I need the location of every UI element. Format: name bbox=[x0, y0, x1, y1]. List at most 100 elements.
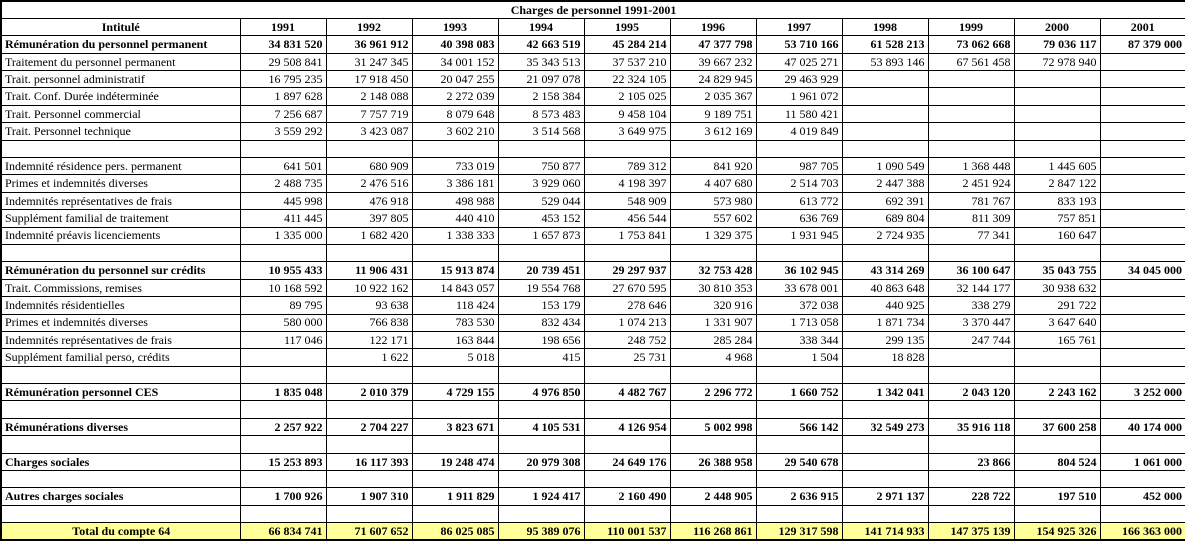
cell-value bbox=[1013, 504, 1101, 524]
row-label: Indemnités représentatives de frais bbox=[0, 330, 241, 350]
spacer-row bbox=[0, 504, 1185, 524]
cell-value: 320 916 bbox=[669, 296, 757, 315]
cell-value bbox=[927, 87, 1015, 106]
cell-value: 153 179 bbox=[497, 296, 585, 315]
cell-value bbox=[1013, 400, 1101, 419]
cell-value: 30 938 632 bbox=[1013, 278, 1101, 298]
spacer-row bbox=[0, 400, 1185, 419]
cell-value: 278 646 bbox=[583, 296, 671, 315]
cell-value: 338 344 bbox=[755, 330, 843, 350]
cell-value: 3 514 568 bbox=[497, 122, 585, 141]
cell-value: 3 423 087 bbox=[325, 122, 413, 141]
cell-value: 47 025 271 bbox=[755, 52, 843, 72]
cell-value bbox=[239, 348, 327, 367]
cell-value: 40 398 083 bbox=[411, 35, 499, 54]
row-label: Indemnité résidence pers. permanent bbox=[0, 157, 241, 176]
table-row: Indemnités représentatives de frais 117 0… bbox=[0, 330, 1185, 350]
cell-value: 440 925 bbox=[841, 296, 929, 315]
table-row: Supplément familial perso, crédits 1 622 5… bbox=[0, 348, 1185, 367]
cell-value bbox=[1013, 243, 1101, 263]
cell-value: 2 704 227 bbox=[325, 417, 413, 437]
cell-value bbox=[841, 452, 929, 472]
cell-value: 1 871 734 bbox=[841, 313, 929, 332]
cell-value bbox=[1013, 139, 1101, 159]
cell-value: 397 805 bbox=[325, 209, 413, 228]
cell-value bbox=[669, 400, 757, 419]
cell-value: 789 312 bbox=[583, 157, 671, 176]
cell-value: 2 257 922 bbox=[239, 417, 327, 437]
cell-value: 35 916 118 bbox=[927, 417, 1015, 437]
cell-value bbox=[755, 400, 843, 419]
cell-value: 7 757 719 bbox=[325, 104, 413, 124]
cell-value: 26 388 958 bbox=[669, 452, 757, 472]
cell-value: 71 607 652 bbox=[325, 522, 413, 541]
cell-value bbox=[669, 504, 757, 524]
cell-value: 841 920 bbox=[669, 157, 757, 176]
cell-value: 987 705 bbox=[755, 157, 843, 176]
row-label: Primes et indemnités diverses bbox=[0, 313, 241, 332]
cell-value: 11 580 421 bbox=[755, 104, 843, 124]
cell-value bbox=[927, 504, 1015, 524]
cell-value: 548 909 bbox=[583, 191, 671, 211]
cell-value bbox=[927, 348, 1015, 367]
cell-value: 456 544 bbox=[583, 209, 671, 228]
cell-value: 32 144 177 bbox=[927, 278, 1015, 298]
cell-value: 21 097 078 bbox=[497, 70, 585, 89]
cell-value: 580 000 bbox=[239, 313, 327, 332]
cell-value bbox=[841, 470, 929, 489]
cell-value: 2 035 367 bbox=[669, 87, 757, 106]
cell-value bbox=[1099, 104, 1185, 124]
cell-value: 2 296 772 bbox=[669, 383, 757, 402]
spacer-row bbox=[0, 435, 1185, 454]
row-label: Indemnité préavis licenciements bbox=[0, 226, 241, 245]
cell-value: 17 918 450 bbox=[325, 70, 413, 89]
row-label: Trait. Personnel technique bbox=[0, 122, 241, 141]
cell-value bbox=[325, 400, 413, 419]
cell-value: 118 424 bbox=[411, 296, 499, 315]
cell-value: 811 309 bbox=[927, 209, 1015, 228]
row-label bbox=[0, 435, 241, 454]
cell-value: 338 279 bbox=[927, 296, 1015, 315]
cell-value: 43 314 269 bbox=[841, 261, 929, 280]
cell-value: 247 744 bbox=[927, 330, 1015, 350]
cell-value: 117 046 bbox=[239, 330, 327, 350]
cell-value: 248 752 bbox=[583, 330, 671, 350]
cell-value: 16 117 393 bbox=[325, 452, 413, 472]
cell-value bbox=[669, 139, 757, 159]
spacer-row bbox=[0, 243, 1185, 263]
cell-value: 613 772 bbox=[755, 191, 843, 211]
cell-value: 35 343 513 bbox=[497, 52, 585, 72]
cell-value: 452 000 bbox=[1099, 487, 1185, 506]
cell-value: 36 102 945 bbox=[755, 261, 843, 280]
row-label: Charges sociales bbox=[0, 452, 241, 472]
cell-value bbox=[411, 435, 499, 454]
cell-value bbox=[1099, 504, 1185, 524]
cell-value: 2 447 388 bbox=[841, 174, 929, 193]
cell-value: 10 168 592 bbox=[239, 278, 327, 298]
cell-value: 20 047 255 bbox=[411, 70, 499, 89]
cell-value: 2 724 935 bbox=[841, 226, 929, 245]
cell-value: 7 256 687 bbox=[239, 104, 327, 124]
cell-value bbox=[1099, 278, 1185, 298]
cell-value bbox=[1099, 400, 1185, 419]
cell-value bbox=[497, 243, 585, 263]
row-label: Rémunération du personnel permanent bbox=[0, 35, 241, 54]
cell-value: 4 198 397 bbox=[583, 174, 671, 193]
cell-value: 2 160 490 bbox=[583, 487, 671, 506]
row-label: Rémunération du personnel sur crédits bbox=[0, 261, 241, 280]
cell-value: 299 135 bbox=[841, 330, 929, 350]
cell-value bbox=[755, 139, 843, 159]
cell-value: 2 451 924 bbox=[927, 174, 1015, 193]
cell-value bbox=[927, 122, 1015, 141]
cell-value: 1 931 945 bbox=[755, 226, 843, 245]
spacer-row bbox=[0, 139, 1185, 159]
cell-value: 1 445 605 bbox=[1013, 157, 1101, 176]
cell-value: 10 955 433 bbox=[239, 261, 327, 280]
cell-value: 476 918 bbox=[325, 191, 413, 211]
cell-value bbox=[841, 139, 929, 159]
cell-value: 3 559 292 bbox=[239, 122, 327, 141]
cell-value: 832 434 bbox=[497, 313, 585, 332]
cell-value: 445 998 bbox=[239, 191, 327, 211]
cell-value: 3 370 447 bbox=[927, 313, 1015, 332]
